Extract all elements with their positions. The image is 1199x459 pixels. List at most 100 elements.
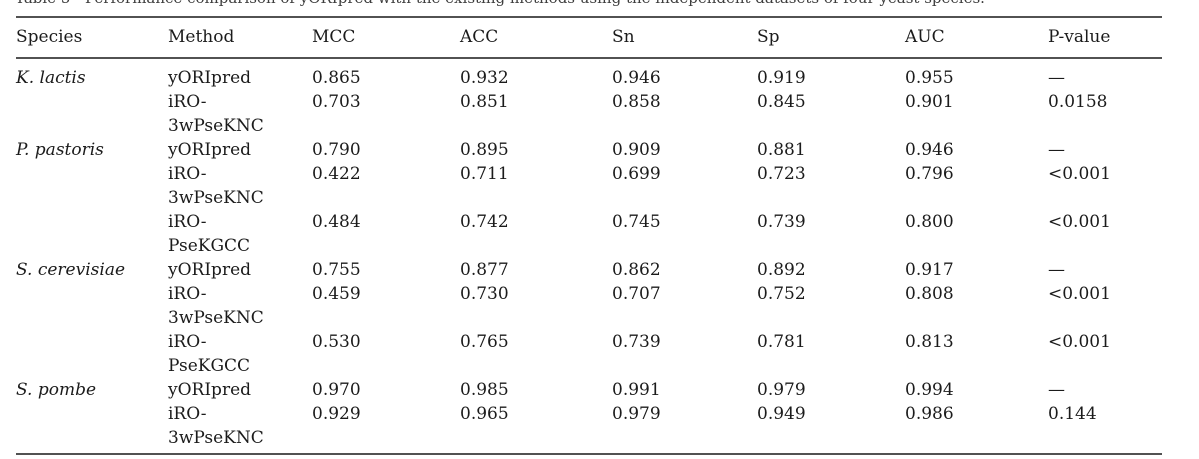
method-cell: iRO- PseKGCC (168, 332, 251, 376)
sp-cell: 0.781 (757, 332, 806, 352)
sn-cell: 0.858 (612, 92, 661, 112)
acc-cell: 0.895 (460, 140, 509, 160)
table-row: P. pastoris yORIpred 0.790 0.895 0.909 0.881 0… (16, 138, 1162, 162)
method-cell: iRO- 3wPseKNC (168, 284, 264, 328)
species-cell: P. pastoris (16, 140, 104, 160)
method-cell: iRO- PseKGCC (168, 212, 251, 256)
col-header-mcc: MCC (312, 17, 460, 59)
table-row: iRO- 3wPseKNC 0.459 0.730 0.707 0.752 0.808 <0… (16, 282, 1162, 330)
pvalue-cell: 0.144 (1048, 404, 1097, 424)
pvalue-cell: — (1048, 140, 1065, 160)
sn-cell: 0.707 (612, 284, 661, 304)
col-header-sn: Sn (612, 17, 757, 59)
acc-cell: 0.765 (460, 332, 509, 352)
auc-cell: 0.813 (905, 332, 954, 352)
sp-cell: 0.752 (757, 284, 806, 304)
acc-cell: 0.877 (460, 260, 509, 280)
auc-cell: 0.901 (905, 92, 954, 112)
method-cell: yORIpred (168, 380, 252, 400)
auc-cell: 0.800 (905, 212, 954, 232)
pvalue-cell: <0.001 (1048, 164, 1111, 184)
sn-cell: 0.979 (612, 404, 661, 424)
table-body: K. lactis yORIpred 0.865 0.932 0.946 0.919 0.9… (16, 58, 1162, 454)
table-caption-clipped: Table 5 - Performance comparison of yORI… (15, 0, 1175, 8)
acc-cell: 0.932 (460, 68, 509, 88)
table-row: iRO- PseKGCC 0.484 0.742 0.745 0.739 0.800 <0.… (16, 210, 1162, 258)
mcc-cell: 0.530 (312, 332, 361, 352)
mcc-cell: 0.929 (312, 404, 361, 424)
method-cell: iRO- 3wPseKNC (168, 92, 264, 136)
sn-cell: 0.946 (612, 68, 661, 88)
method-cell: yORIpred (168, 260, 252, 280)
table-row: iRO- PseKGCC 0.530 0.765 0.739 0.781 0.813 <0.… (16, 330, 1162, 378)
mcc-cell: 0.422 (312, 164, 361, 184)
col-header-method: Method (168, 17, 312, 59)
sp-cell: 0.881 (757, 140, 806, 160)
auc-cell: 0.994 (905, 380, 954, 400)
pvalue-cell: <0.001 (1048, 212, 1111, 232)
col-header-pvalue: P-value (1048, 17, 1162, 59)
auc-cell: 0.808 (905, 284, 954, 304)
table-row: S. cerevisiae yORIpred 0.755 0.877 0.862 0.89… (16, 258, 1162, 282)
table-header: Species Method MCC ACC Sn Sp AUC P-value (16, 17, 1162, 59)
method-cell: iRO- 3wPseKNC (168, 164, 264, 208)
performance-comparison-table: Species Method MCC ACC Sn Sp AUC P-value… (16, 16, 1162, 455)
table-row: K. lactis yORIpred 0.865 0.932 0.946 0.919 0.9… (16, 58, 1162, 90)
sn-cell: 0.739 (612, 332, 661, 352)
pvalue-cell: — (1048, 380, 1065, 400)
sp-cell: 0.723 (757, 164, 806, 184)
sp-cell: 0.739 (757, 212, 806, 232)
acc-cell: 0.730 (460, 284, 509, 304)
acc-cell: 0.742 (460, 212, 509, 232)
sp-cell: 0.949 (757, 404, 806, 424)
pvalue-cell: — (1048, 260, 1065, 280)
mcc-cell: 0.703 (312, 92, 361, 112)
table-row: iRO- 3wPseKNC 0.422 0.711 0.699 0.723 0.796 <0… (16, 162, 1162, 210)
pvalue-cell: <0.001 (1048, 284, 1111, 304)
col-header-species: Species (16, 17, 168, 59)
mcc-cell: 0.459 (312, 284, 361, 304)
species-cell: S. cerevisiae (16, 260, 126, 280)
auc-cell: 0.796 (905, 164, 954, 184)
table-row: iRO- 3wPseKNC 0.703 0.851 0.858 0.845 0.901 0.… (16, 90, 1162, 138)
species-cell (16, 210, 168, 258)
sp-cell: 0.979 (757, 380, 806, 400)
sn-cell: 0.745 (612, 212, 661, 232)
pvalue-cell: — (1048, 68, 1065, 88)
auc-cell: 0.917 (905, 260, 954, 280)
auc-cell: 0.946 (905, 140, 954, 160)
method-cell: yORIpred (168, 68, 252, 88)
species-cell (16, 162, 168, 210)
table-header-row: Species Method MCC ACC Sn Sp AUC P-value (16, 17, 1162, 59)
species-cell (16, 90, 168, 138)
table-row: iRO- 3wPseKNC 0.929 0.965 0.979 0.949 0.986 0.… (16, 402, 1162, 454)
table-row: S. pombe yORIpred 0.970 0.985 0.991 0.979 0.99… (16, 378, 1162, 402)
acc-cell: 0.711 (460, 164, 509, 184)
table-caption-text: Table 5 - Performance comparison of yORI… (15, 0, 1175, 7)
col-header-acc: ACC (460, 17, 612, 59)
sn-cell: 0.862 (612, 260, 661, 280)
method-cell: yORIpred (168, 140, 252, 160)
method-cell: iRO- 3wPseKNC (168, 404, 264, 448)
acc-cell: 0.985 (460, 380, 509, 400)
sp-cell: 0.845 (757, 92, 806, 112)
pvalue-cell: <0.001 (1048, 332, 1111, 352)
auc-cell: 0.986 (905, 404, 954, 424)
acc-cell: 0.965 (460, 404, 509, 424)
sn-cell: 0.909 (612, 140, 661, 160)
mcc-cell: 0.755 (312, 260, 361, 280)
species-cell (16, 330, 168, 378)
species-cell: S. pombe (16, 380, 97, 400)
col-header-auc: AUC (905, 17, 1048, 59)
species-cell (16, 402, 168, 454)
pvalue-cell: 0.0158 (1048, 92, 1108, 112)
mcc-cell: 0.865 (312, 68, 361, 88)
species-cell: K. lactis (16, 68, 86, 88)
acc-cell: 0.851 (460, 92, 509, 112)
mcc-cell: 0.484 (312, 212, 361, 232)
sn-cell: 0.991 (612, 380, 661, 400)
mcc-cell: 0.970 (312, 380, 361, 400)
mcc-cell: 0.790 (312, 140, 361, 160)
sn-cell: 0.699 (612, 164, 661, 184)
auc-cell: 0.955 (905, 68, 954, 88)
